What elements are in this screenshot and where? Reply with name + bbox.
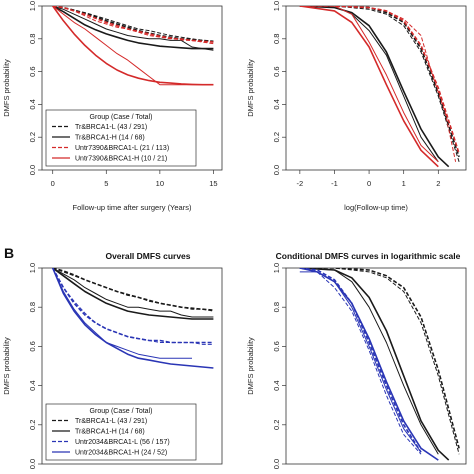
y-axis-title: DMFS probability	[246, 337, 255, 395]
series-line	[51, 268, 214, 369]
panel-b-letter: B	[4, 245, 14, 261]
y-tick-label: 0.0	[28, 165, 37, 175]
y-tick-label: 0.6	[28, 66, 37, 76]
x-tick-label: 1	[402, 179, 406, 188]
series-line	[299, 6, 457, 162]
panel-b-left-title: Overall DMFS curves	[105, 251, 190, 261]
plot-frame	[285, 5, 467, 171]
series-line	[299, 268, 460, 449]
legend-entry: Tr&BRCA1-L (43 / 291)	[75, 124, 147, 131]
series-line	[52, 6, 214, 43]
x-tick-label: -1	[331, 179, 338, 188]
y-tick-label: 0.0	[28, 459, 37, 469]
legend-box	[45, 403, 197, 461]
legend-entry: Untr7390&BRCA1-L (21 / 113)	[75, 145, 169, 152]
x-tick-label: 5	[104, 179, 108, 188]
legend-entry: Tr&BRCA1-L (43 / 291)	[75, 418, 147, 425]
series-line	[299, 6, 450, 168]
series-line	[299, 268, 422, 453]
x-tick-label: 2	[436, 179, 440, 188]
y-tick-label: 0.8	[28, 34, 37, 44]
x-tick-label: -2	[297, 179, 304, 188]
series-line	[299, 268, 450, 461]
legend-entry: Tr&BRCA1-H (14 / 68)	[75, 429, 145, 436]
x-tick-label: 10	[156, 179, 164, 188]
plot-frame	[41, 267, 223, 465]
legend-title: Group (Case / Total)	[90, 114, 153, 121]
series-line	[52, 268, 214, 318]
x-axis-title: log(Follow-up time)	[344, 203, 408, 212]
x-tick-label: 0	[51, 179, 55, 188]
series-line	[299, 268, 460, 455]
y-axis-title: DMFS probability	[2, 337, 11, 395]
series-line	[299, 6, 439, 168]
y-tick-label: 0.8	[272, 302, 281, 312]
y-tick-label: 1.0	[28, 1, 37, 11]
y-tick-label: 0.8	[272, 34, 281, 44]
legend-entry: Untr7390&BRCA1-H (10 / 21)	[75, 156, 167, 163]
series-line	[299, 6, 460, 162]
series-line	[299, 6, 460, 154]
series-line	[52, 268, 192, 359]
y-tick-label: 1.0	[28, 263, 37, 273]
y-tick-label: 0.6	[28, 341, 37, 351]
y-tick-label: 0.2	[28, 132, 37, 142]
y-tick-label: 0.2	[28, 420, 37, 430]
legend-box	[45, 109, 197, 167]
panel-a-right: 0.0 0.2 0.4 0.6 0.8 1.0 -2 -1 0 1 2 DMFS probabilit…	[246, 1, 467, 212]
panel-b-right: 0.0 0.2 0.4 0.6 0.8 1.0 DMFS probability	[246, 263, 467, 469]
series-line	[299, 268, 422, 455]
y-tick-label: 0.2	[272, 132, 281, 142]
y-axis-title: DMFS probability	[246, 59, 255, 117]
y-tick-label: 1.0	[272, 1, 281, 11]
y-axis-title: DMFS probability	[2, 59, 11, 117]
y-tick-label: 0.6	[272, 66, 281, 76]
series-line	[52, 268, 214, 320]
x-tick-label: 0	[367, 179, 371, 188]
y-tick-label: 0.4	[272, 99, 281, 109]
series-line	[299, 268, 439, 455]
plot-frame	[285, 267, 467, 465]
series-line	[299, 271, 422, 453]
legend-title: Group (Case / Total)	[90, 408, 153, 415]
y-tick-label: 0.0	[272, 459, 281, 469]
series-line	[52, 6, 214, 50]
y-tick-label: 0.4	[28, 380, 37, 390]
legend-entry: Untr2034&BRCA1-L (56 / 157)	[75, 439, 170, 446]
x-tick-label: 15	[209, 179, 217, 188]
legend-entry: Tr&BRCA1-H (14 / 68)	[75, 135, 145, 142]
panel-b-left: 0.0 0.2 0.4 0.6 0.8 1.0 DMFS probability Group …	[2, 263, 223, 469]
y-tick-label: 0.6	[272, 341, 281, 351]
y-tick-label: 0.0	[272, 165, 281, 175]
series-line	[299, 268, 439, 461]
y-tick-label: 1.0	[272, 263, 281, 273]
y-tick-label: 0.4	[28, 99, 37, 109]
series-line	[52, 6, 214, 51]
plot-frame	[41, 5, 223, 171]
y-tick-label: 0.2	[272, 420, 281, 430]
series-line	[299, 6, 439, 163]
series-line	[52, 268, 214, 311]
y-tick-label: 0.4	[272, 380, 281, 390]
panel-a-left: 0.0 0.2 0.4 0.6 0.8 1.0 0 5 10 15 DMFS probability…	[2, 1, 223, 212]
x-axis-title: Follow-up time after surgery (Years)	[73, 203, 192, 212]
panel-b-right-title: Conditional DMFS curves in logarithmic s…	[276, 251, 461, 261]
series-line	[51, 268, 214, 344]
legend-entry: Untr2034&BRCA1-H (24 / 52)	[75, 450, 167, 457]
series-line	[52, 6, 214, 86]
y-tick-label: 0.8	[28, 302, 37, 312]
